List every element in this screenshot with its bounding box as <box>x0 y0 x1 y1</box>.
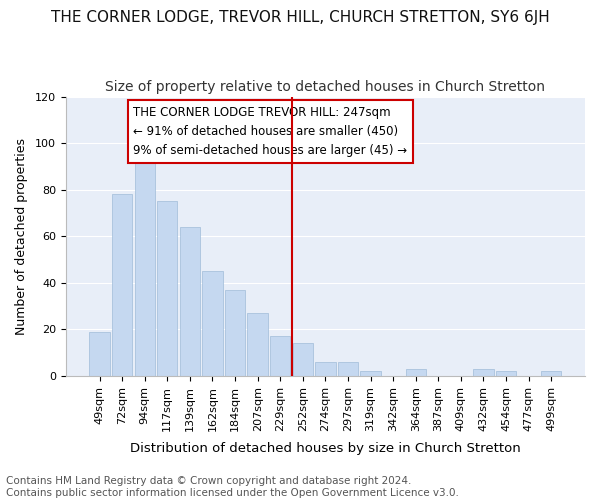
Bar <box>202 271 223 376</box>
Bar <box>315 362 335 376</box>
Bar <box>180 227 200 376</box>
Bar <box>134 157 155 376</box>
Bar <box>89 332 110 376</box>
Bar <box>112 194 133 376</box>
Text: THE CORNER LODGE, TREVOR HILL, CHURCH STRETTON, SY6 6JH: THE CORNER LODGE, TREVOR HILL, CHURCH ST… <box>50 10 550 25</box>
Text: Contains HM Land Registry data © Crown copyright and database right 2024.
Contai: Contains HM Land Registry data © Crown c… <box>6 476 459 498</box>
Y-axis label: Number of detached properties: Number of detached properties <box>15 138 28 335</box>
Bar <box>473 369 494 376</box>
Bar <box>247 313 268 376</box>
X-axis label: Distribution of detached houses by size in Church Stretton: Distribution of detached houses by size … <box>130 442 521 455</box>
Bar <box>157 202 178 376</box>
Bar <box>406 369 426 376</box>
Bar <box>496 372 516 376</box>
Bar <box>270 336 290 376</box>
Bar <box>361 372 381 376</box>
Bar <box>338 362 358 376</box>
Text: THE CORNER LODGE TREVOR HILL: 247sqm
← 91% of detached houses are smaller (450)
: THE CORNER LODGE TREVOR HILL: 247sqm ← 9… <box>133 106 407 157</box>
Title: Size of property relative to detached houses in Church Stretton: Size of property relative to detached ho… <box>106 80 545 94</box>
Bar <box>293 344 313 376</box>
Bar <box>225 290 245 376</box>
Bar <box>541 372 562 376</box>
